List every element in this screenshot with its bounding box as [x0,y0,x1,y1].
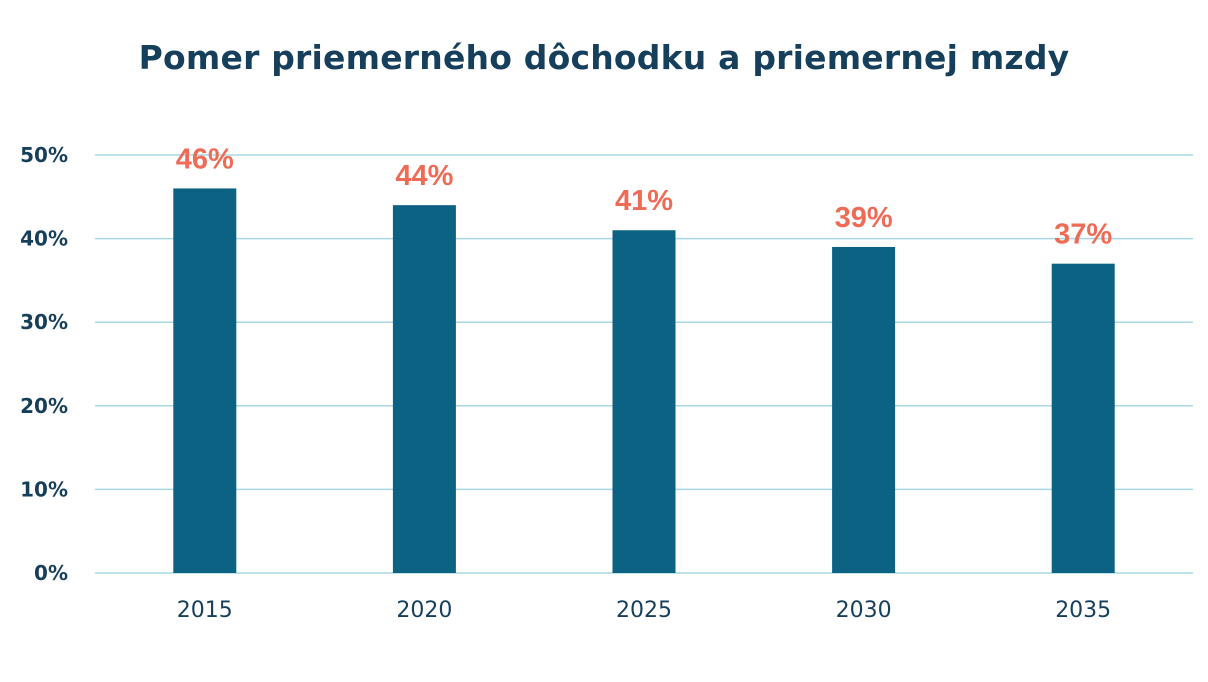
y-tick-label: 0% [34,561,68,585]
data-label: 37% [1054,219,1112,251]
x-tick-label: 2025 [616,598,672,623]
x-axis-ticks: 2015 2020 2025 2030 2035 [177,598,1111,623]
y-tick-label: 10% [20,477,68,501]
bar-2020 [392,205,456,573]
data-label: 44% [395,160,453,192]
data-labels: 46% 44% 41% 39% 37% [176,143,1113,250]
y-tick-label: 50% [20,143,68,167]
bar-2035 [1051,263,1115,573]
y-axis-ticks: 0% 10% 20% 30% 40% 50% [20,143,68,585]
bar-2015 [173,188,237,573]
data-label: 41% [615,185,673,217]
x-tick-label: 2030 [836,598,892,623]
x-tick-label: 2035 [1055,598,1111,623]
y-tick-label: 30% [20,310,68,334]
bars [173,188,1115,574]
data-label: 39% [835,202,893,234]
y-tick-label: 40% [20,227,68,251]
chart-title: Pomer priemerného dôchodku a priemernej … [138,38,1070,77]
y-tick-label: 20% [20,394,68,418]
data-label: 46% [176,143,234,175]
x-tick-label: 2015 [177,598,233,623]
bar-2030 [832,246,896,573]
bar-2025 [612,230,676,574]
x-tick-label: 2020 [396,598,452,623]
